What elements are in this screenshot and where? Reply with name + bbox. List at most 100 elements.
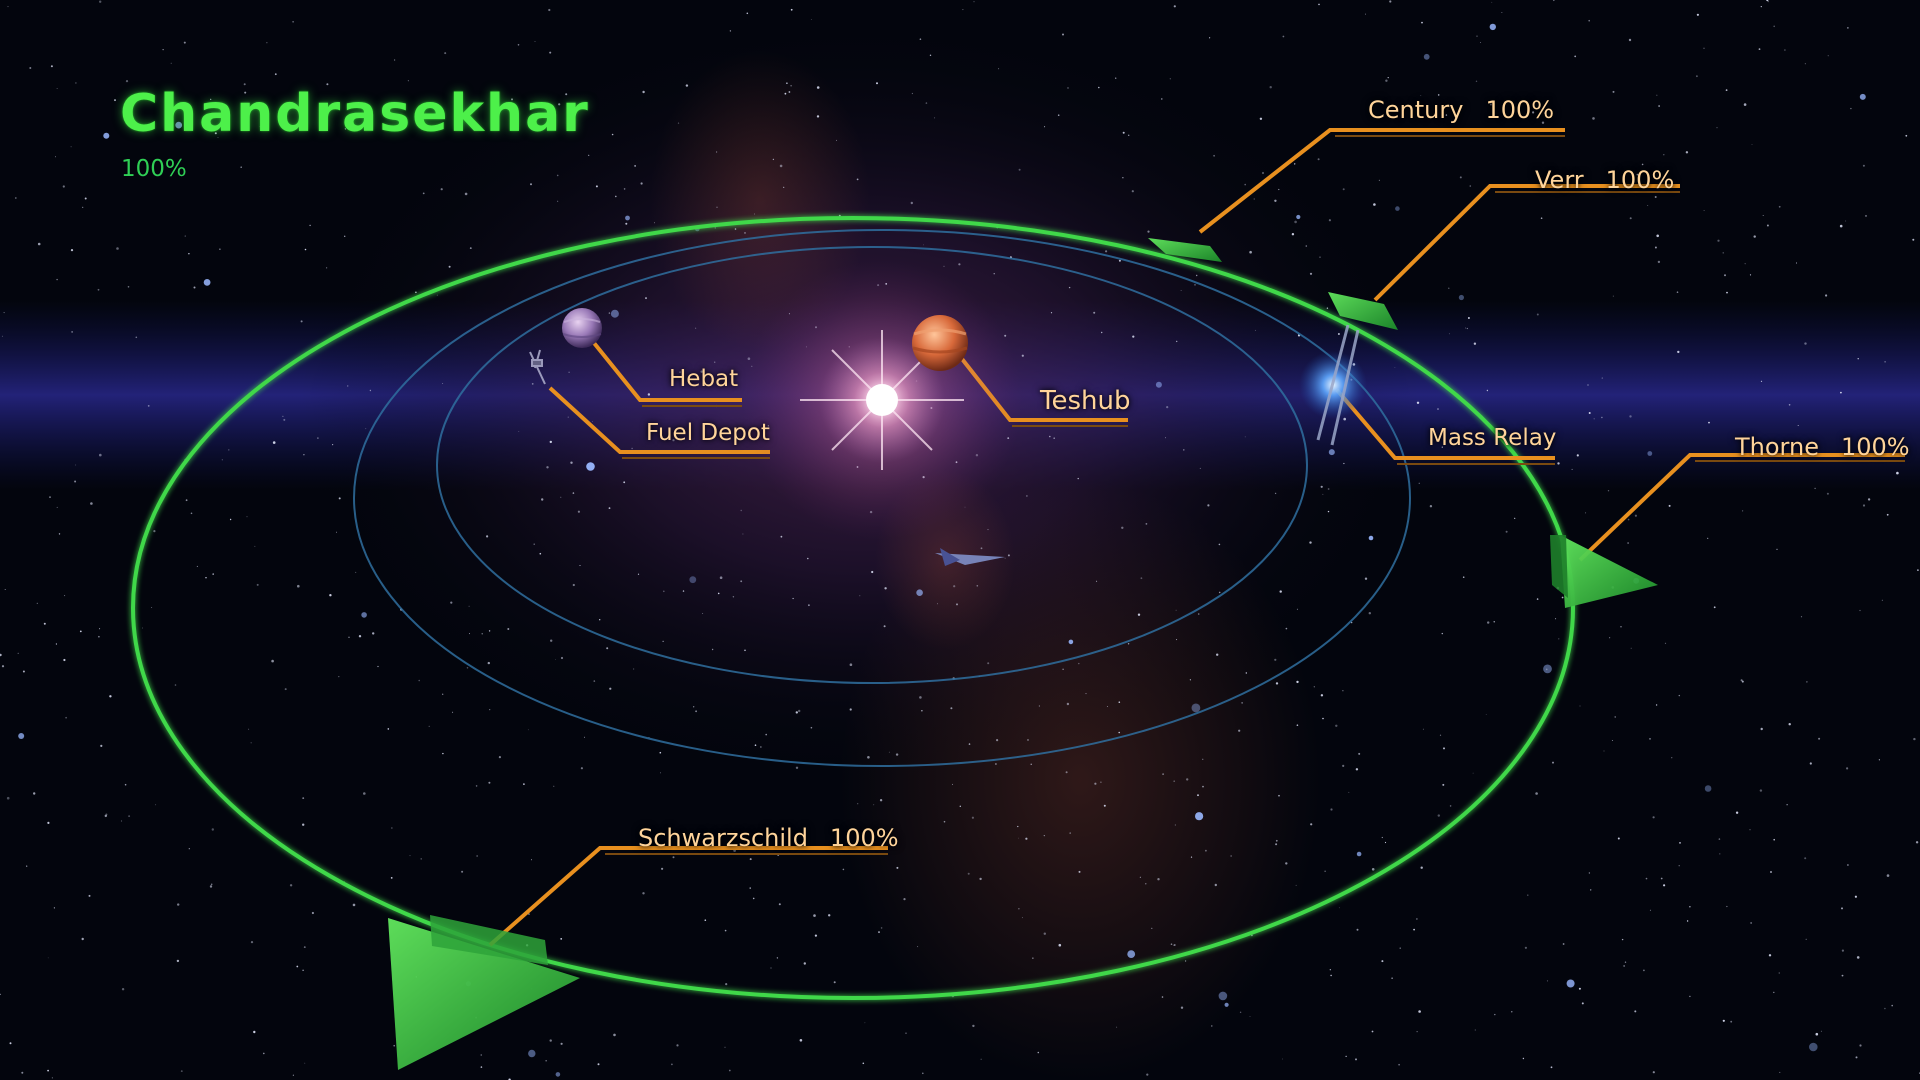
background-star bbox=[1886, 513, 1889, 516]
background-star bbox=[608, 507, 611, 509]
background-star bbox=[560, 938, 563, 940]
background-star bbox=[1857, 358, 1859, 360]
background-star bbox=[1004, 557, 1006, 559]
background-star bbox=[1294, 220, 1297, 224]
background-star bbox=[1322, 493, 1324, 495]
background-star bbox=[1007, 554, 1010, 557]
background-star bbox=[212, 573, 214, 575]
background-star bbox=[979, 877, 982, 881]
background-star bbox=[1278, 794, 1280, 797]
background-star bbox=[1845, 220, 1847, 222]
background-star bbox=[1590, 889, 1592, 891]
background-star bbox=[210, 883, 213, 886]
background-star bbox=[338, 676, 340, 678]
background-star bbox=[1742, 510, 1744, 512]
background-star bbox=[1439, 734, 1442, 736]
body-label-hebat[interactable]: Hebat bbox=[669, 366, 739, 392]
background-star bbox=[1663, 884, 1666, 887]
background-star bbox=[1025, 837, 1028, 840]
background-star bbox=[661, 867, 664, 870]
background-star bbox=[1230, 855, 1232, 857]
background-star bbox=[153, 530, 156, 533]
background-star bbox=[1753, 235, 1756, 238]
background-star bbox=[714, 361, 716, 363]
background-star bbox=[1475, 80, 1478, 83]
background-star bbox=[481, 633, 483, 635]
background-star bbox=[1614, 716, 1616, 718]
background-star bbox=[1017, 825, 1019, 828]
background-star bbox=[557, 200, 559, 202]
background-star bbox=[51, 1077, 53, 1079]
background-star bbox=[1862, 504, 1866, 507]
background-star bbox=[1327, 488, 1330, 490]
background-star bbox=[418, 679, 421, 682]
background-star bbox=[922, 1072, 924, 1075]
background-star bbox=[611, 133, 614, 136]
background-star bbox=[1313, 686, 1315, 688]
background-star bbox=[1122, 131, 1125, 134]
background-star bbox=[1776, 548, 1778, 551]
background-star bbox=[693, 706, 695, 708]
background-star bbox=[1579, 705, 1581, 707]
background-star bbox=[1760, 380, 1763, 382]
background-star bbox=[1574, 55, 1577, 58]
background-star bbox=[856, 178, 859, 181]
background-star bbox=[50, 65, 53, 68]
background-star bbox=[56, 506, 58, 508]
background-star bbox=[1269, 86, 1272, 89]
background-star bbox=[116, 247, 119, 250]
cluster-label-century[interactable]: Century 100% bbox=[1368, 96, 1554, 124]
background-star bbox=[1760, 727, 1763, 731]
background-star bbox=[1726, 291, 1728, 294]
background-star bbox=[1804, 857, 1807, 860]
cluster-label-schwarzschild[interactable]: Schwarzschild 100% bbox=[638, 824, 899, 852]
background-star bbox=[1343, 417, 1346, 421]
background-star bbox=[778, 903, 781, 906]
background-star bbox=[1118, 701, 1121, 703]
background-star bbox=[184, 235, 186, 237]
background-star bbox=[250, 941, 254, 944]
background-star bbox=[1576, 454, 1579, 457]
background-star bbox=[1345, 1055, 1347, 1057]
background-star bbox=[577, 510, 581, 513]
background-star bbox=[728, 1069, 731, 1072]
background-star bbox=[29, 67, 32, 69]
background-star bbox=[1558, 638, 1560, 640]
background-star bbox=[642, 892, 645, 895]
background-star bbox=[104, 814, 108, 818]
background-star bbox=[297, 584, 300, 588]
background-star bbox=[1043, 835, 1045, 837]
background-star bbox=[469, 247, 472, 250]
background-star bbox=[475, 785, 478, 787]
background-star bbox=[1021, 917, 1023, 919]
background-star bbox=[1068, 286, 1071, 289]
background-star bbox=[1493, 621, 1495, 623]
background-star bbox=[1018, 837, 1019, 839]
background-star bbox=[523, 783, 525, 785]
cluster-label-thorne[interactable]: Thorne 100% bbox=[1735, 433, 1910, 461]
background-star bbox=[361, 612, 367, 618]
background-star bbox=[468, 605, 470, 607]
background-star bbox=[1058, 943, 1062, 947]
body-label-fuel-depot[interactable]: Fuel Depot bbox=[646, 420, 770, 446]
background-star bbox=[517, 44, 520, 46]
background-star bbox=[1514, 517, 1516, 519]
background-star bbox=[1867, 498, 1871, 501]
body-label-mass-relay[interactable]: Mass Relay bbox=[1428, 425, 1557, 451]
background-star bbox=[377, 665, 379, 668]
background-star bbox=[1429, 505, 1433, 508]
background-star bbox=[1679, 842, 1681, 844]
background-star bbox=[695, 710, 697, 713]
cluster-label-verr[interactable]: Verr 100% bbox=[1535, 166, 1674, 194]
background-star bbox=[1724, 274, 1726, 277]
background-star bbox=[943, 820, 946, 823]
background-star bbox=[1784, 49, 1786, 51]
background-star bbox=[1202, 785, 1204, 788]
background-star bbox=[1118, 731, 1120, 734]
background-star bbox=[1180, 1006, 1184, 1009]
background-star bbox=[1730, 1020, 1733, 1023]
background-star bbox=[99, 0, 102, 3]
background-star bbox=[645, 297, 647, 300]
body-label-teshub[interactable]: Teshub bbox=[1040, 386, 1131, 416]
background-star bbox=[390, 877, 393, 879]
